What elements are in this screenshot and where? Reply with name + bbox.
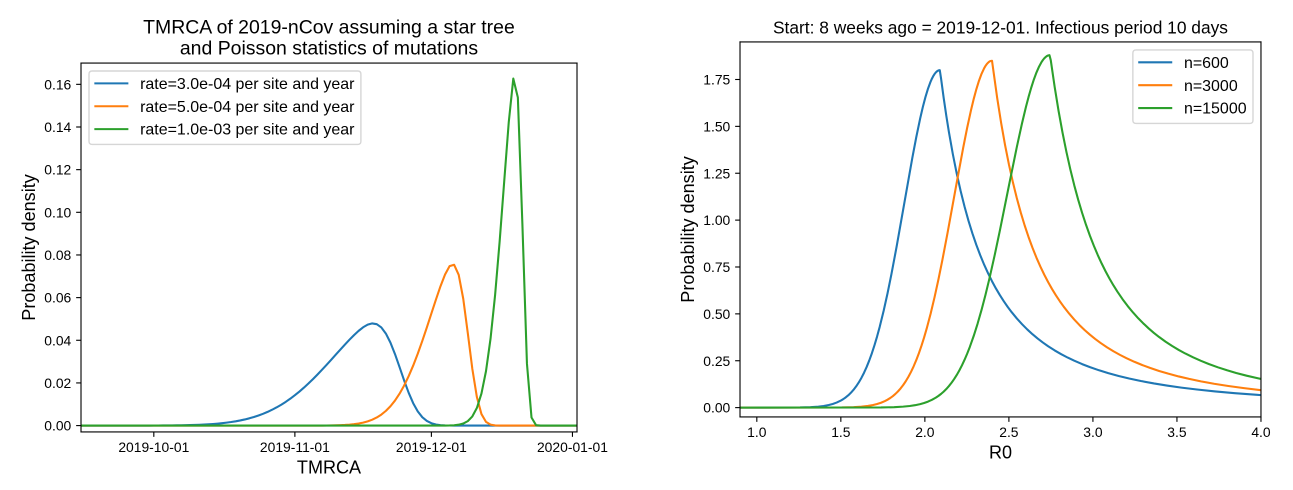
- svg-text:0.04: 0.04: [44, 332, 71, 348]
- svg-text:rate=1.0e-03 per site and year: rate=1.0e-03 per site and year: [140, 122, 355, 139]
- svg-text:4.0: 4.0: [1251, 424, 1271, 440]
- svg-text:2019-11-01: 2019-11-01: [260, 439, 330, 455]
- svg-text:0.75: 0.75: [703, 259, 730, 275]
- svg-text:n=3000: n=3000: [1184, 78, 1238, 95]
- svg-text:3.5: 3.5: [1167, 424, 1187, 440]
- svg-text:0.00: 0.00: [44, 418, 71, 434]
- svg-text:1.5: 1.5: [831, 424, 851, 440]
- svg-text:TMRCA: TMRCA: [297, 457, 361, 477]
- svg-text:0.14: 0.14: [44, 119, 71, 135]
- svg-text:0.00: 0.00: [703, 400, 730, 416]
- svg-text:2019-12-01: 2019-12-01: [396, 439, 467, 455]
- svg-text:Probability density: Probability density: [19, 174, 39, 320]
- svg-text:Probability density: Probability density: [678, 156, 698, 302]
- svg-text:0.12: 0.12: [44, 162, 71, 178]
- svg-text:3.0: 3.0: [1083, 424, 1103, 440]
- svg-text:0.08: 0.08: [44, 247, 71, 263]
- svg-text:0.02: 0.02: [44, 375, 71, 391]
- svg-text:1.0: 1.0: [747, 424, 767, 440]
- svg-text:1.00: 1.00: [703, 212, 730, 228]
- svg-text:rate=3.0e-04 per site and year: rate=3.0e-04 per site and year: [140, 76, 355, 93]
- svg-text:2.0: 2.0: [915, 424, 935, 440]
- svg-text:2019-10-01: 2019-10-01: [118, 439, 189, 455]
- svg-text:2.5: 2.5: [999, 424, 1019, 440]
- svg-text:rate=5.0e-04 per site and year: rate=5.0e-04 per site and year: [140, 99, 355, 116]
- svg-text:n=600: n=600: [1184, 55, 1229, 72]
- svg-text:0.10: 0.10: [44, 204, 71, 220]
- svg-text:n=15000: n=15000: [1184, 101, 1247, 118]
- svg-text:0.06: 0.06: [44, 290, 71, 306]
- svg-text:Start: 8 weeks ago = 2019-12-0: Start: 8 weeks ago = 2019-12-01. Infecti…: [773, 18, 1228, 38]
- svg-text:2020-01-01: 2020-01-01: [537, 439, 608, 455]
- svg-text:1.25: 1.25: [703, 165, 730, 181]
- svg-text:1.75: 1.75: [703, 72, 730, 88]
- svg-text:0.16: 0.16: [44, 76, 71, 92]
- svg-text:and Poisson statistics of muta: and Poisson statistics of mutations: [180, 38, 478, 60]
- svg-text:1.50: 1.50: [703, 118, 730, 134]
- svg-text:R0: R0: [989, 442, 1012, 462]
- svg-text:0.50: 0.50: [703, 306, 730, 322]
- svg-text:TMRCA of 2019-nCov assuming a: TMRCA of 2019-nCov assuming a star tree: [143, 17, 515, 39]
- svg-text:0.25: 0.25: [703, 353, 730, 369]
